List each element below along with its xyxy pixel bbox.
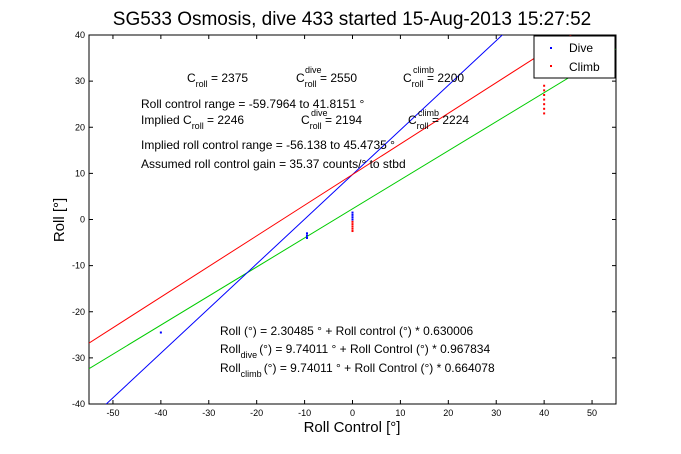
annotation-eq-dive: Rolldive (°) = 9.74011 ° + Roll Control (…: [220, 342, 490, 360]
data-point-dive: [351, 218, 354, 221]
annotations: Croll = 2375 dive Croll = 2550 climb Cro…: [141, 65, 495, 379]
y-axis-label: Roll [°]: [51, 198, 68, 242]
legend-climb-label: Climb: [569, 60, 600, 74]
annotation-implied-range: Implied roll control range = -56.138 to …: [141, 138, 395, 152]
legend-box: [533, 35, 616, 79]
legend-dive-marker: [550, 47, 552, 49]
annotation-eq-all: Roll (°) = 2.30485 ° + Roll control (°) …: [220, 324, 474, 338]
annotation-c-roll-dive-sup: dive: [305, 65, 322, 75]
y-tick-label: -40: [72, 399, 85, 409]
annotation-c-roll-climb-sup: climb: [413, 65, 434, 75]
annotation-implied-climb-sup: climb: [418, 108, 439, 118]
annotation-implied-dive-sup: dive: [311, 108, 328, 118]
x-tick-label: -50: [106, 408, 119, 418]
data-point-dive: [351, 211, 354, 214]
data-point-dive: [351, 213, 354, 216]
x-tick-label: 40: [539, 408, 549, 418]
data-point-dive: [305, 234, 308, 237]
legend-climb-marker: [550, 65, 552, 67]
data-point-climb: [351, 225, 354, 228]
y-tick-label: 40: [75, 30, 85, 40]
annotation-c-roll-climb: Croll = 2200: [403, 71, 464, 89]
annotation-eq-climb: Rollclimb (°) = 9.74011 ° + Roll Control …: [220, 361, 495, 379]
data-point-dive: [351, 216, 354, 219]
x-tick-label: -20: [250, 408, 263, 418]
chart-title: SG533 Osmosis, dive 433 started 15-Aug-2…: [113, 9, 591, 30]
legend-dive-label: Dive: [569, 41, 593, 55]
fit-line: [89, 35, 572, 344]
data-point-climb: [543, 93, 546, 96]
x-tick-label: 20: [443, 408, 453, 418]
data-point-climb: [351, 220, 354, 223]
data-point-dive: [305, 232, 308, 235]
data-point-climb: [351, 230, 354, 233]
x-tick-label: 30: [491, 408, 501, 418]
data-point-climb: [351, 227, 354, 230]
x-axis-label: Roll Control [°]: [304, 419, 401, 436]
x-tick-label: -40: [154, 408, 167, 418]
y-axis-ticks: -40 -30 -20 -10 0 10 20 30 40: [72, 30, 616, 409]
y-tick-label: -10: [72, 261, 85, 271]
y-tick-label: -30: [72, 353, 85, 363]
annotation-implied-dive: Croll = 2194: [301, 113, 362, 131]
data-point-climb: [543, 89, 546, 92]
annotation-implied-c-roll: Implied Croll = 2246: [141, 113, 244, 131]
fit-lines: [89, 35, 616, 404]
data-point-climb: [351, 223, 354, 226]
x-tick-label: 10: [395, 408, 405, 418]
data-point-dive: [159, 331, 162, 334]
data-point-climb: [543, 107, 546, 110]
y-tick-label: 10: [75, 168, 85, 178]
x-tick-label: 0: [350, 408, 355, 418]
y-tick-label: 20: [75, 122, 85, 132]
annotation-range: Roll control range = -59.7964 to 41.8151…: [141, 97, 364, 111]
data-points: [159, 84, 546, 334]
annotation-implied-climb: Croll = 2224: [408, 113, 469, 131]
x-tick-label: -30: [202, 408, 215, 418]
legend: Dive Climb: [533, 35, 616, 79]
annotation-c-roll: Croll = 2375: [187, 71, 248, 89]
annotation-gain: Assumed roll control gain = 35.37 counts…: [141, 157, 406, 171]
data-point-climb: [543, 112, 546, 115]
x-tick-label: -10: [298, 408, 311, 418]
y-tick-label: 30: [75, 76, 85, 86]
fit-line: [89, 48, 616, 370]
data-point-climb: [543, 98, 546, 101]
y-tick-label: -20: [72, 307, 85, 317]
data-point-dive: [305, 236, 308, 239]
data-point-climb: [543, 103, 546, 106]
y-tick-label: 0: [80, 215, 85, 225]
annotation-c-roll-dive: Croll = 2550: [296, 71, 357, 89]
x-tick-label: 50: [587, 408, 597, 418]
data-point-climb: [543, 84, 546, 87]
